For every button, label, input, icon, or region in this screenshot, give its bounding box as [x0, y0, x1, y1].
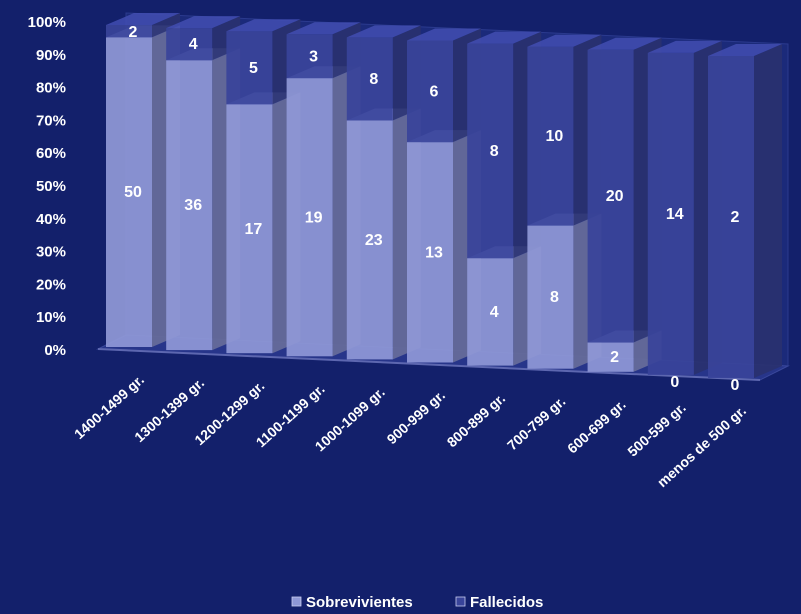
bar-fallecidos-top — [226, 19, 301, 32]
bar-fallecidos-front — [708, 56, 754, 378]
y-tick-label: 20% — [36, 276, 66, 293]
legend-item: Fallecidos — [455, 594, 543, 611]
data-label-fallecidos: 6 — [430, 83, 439, 100]
legend-swatch — [291, 596, 302, 607]
y-tick-label: 100% — [28, 14, 66, 31]
data-label-fallecidos: 5 — [249, 60, 258, 77]
bar-fallecidos-top — [106, 13, 180, 25]
bar-fallecidos-top — [527, 34, 602, 47]
bar-fallecidos-front — [407, 40, 453, 143]
data-label-fallecidos: 14 — [666, 206, 684, 223]
y-tick-label: 50% — [36, 178, 66, 195]
bar-sobrevivientes-front — [166, 60, 213, 351]
x-tick-label: 700-799 gr. — [504, 393, 569, 453]
bar-sobrevivientes-front — [286, 78, 333, 357]
data-label-sobrevivientes: 23 — [365, 232, 383, 249]
data-label-fallecidos: 8 — [490, 143, 499, 160]
data-label-sobrevivientes: 0 — [731, 377, 740, 394]
bar-fallecidos-front — [587, 49, 634, 343]
bar-fallecidos-top — [708, 44, 782, 56]
data-label-sobrevivientes: 50 — [124, 184, 142, 201]
y-tick-label: 80% — [36, 80, 66, 97]
bar-fallecidos-top — [286, 22, 361, 35]
bar-fallecidos — [106, 13, 180, 38]
bar-sobrevivientes-front — [106, 37, 152, 348]
bar-fallecidos — [166, 16, 241, 61]
data-label-sobrevivientes: 36 — [184, 197, 202, 214]
bar-fallecidos-top — [647, 40, 722, 53]
data-label-fallecidos: 10 — [546, 128, 564, 145]
legend-label: Sobrevivientes — [306, 594, 413, 611]
data-label-sobrevivientes: 13 — [425, 244, 443, 261]
data-label-sobrevivientes: 19 — [305, 209, 323, 226]
bar-sobrevivientes-front — [346, 120, 393, 360]
bar-fallecidos-front — [647, 52, 694, 375]
bar-fallecidos-front — [467, 43, 514, 259]
data-label-fallecidos: 2 — [731, 209, 740, 226]
bar-fallecidos-top — [166, 16, 241, 29]
bar-sobrevivientes-front — [407, 142, 453, 363]
y-tick-label: 10% — [36, 309, 66, 326]
legend-label: Fallecidos — [470, 594, 543, 611]
data-label-sobrevivientes: 17 — [245, 221, 263, 238]
x-tick-label: 600-699 gr. — [564, 396, 629, 456]
x-axis-tick-labels: 1400-1499 gr.1300-1399 gr.1200-1299 gr.1… — [71, 371, 749, 490]
y-axis-tick-labels: 0% 10% 20% 30% 40% 50% 60% 70% 80% 90% 100% — [28, 14, 66, 359]
bar-fallecidos-front — [106, 25, 152, 38]
bar-fallecidos-top — [587, 37, 662, 50]
legend-swatch — [455, 596, 466, 607]
y-tick-label: 40% — [36, 211, 66, 228]
bar-fallecidos-front — [226, 31, 273, 105]
legend-item: Sobrevivientes — [291, 594, 413, 611]
y-tick-label: 0% — [44, 342, 66, 359]
bar-sobrevivientes-front — [226, 104, 273, 354]
x-tick-label: 500-599 gr. — [624, 399, 689, 459]
bar-fallecidos — [527, 34, 602, 226]
bar-fallecidos-front — [286, 34, 333, 79]
bars — [106, 13, 782, 378]
y-tick-label: 60% — [36, 145, 66, 162]
bar-fallecidos-side — [754, 44, 782, 378]
data-label-sobrevivientes: 2 — [610, 349, 619, 366]
data-label-sobrevivientes: 0 — [670, 374, 679, 391]
legend: Sobrevivientes Fallecidos — [291, 594, 543, 611]
data-label-fallecidos: 3 — [309, 48, 318, 65]
y-tick-label: 90% — [36, 47, 66, 64]
x-tick-label: 900-999 gr. — [384, 387, 449, 447]
y-tick-label: 30% — [36, 244, 66, 261]
bar-fallecidos-top — [467, 31, 542, 44]
bar-sobrevivientes-front — [527, 225, 574, 369]
data-label-fallecidos: 8 — [369, 71, 378, 88]
bar-fallecidos-front — [166, 28, 213, 61]
y-tick-label: 70% — [36, 112, 66, 129]
data-label-fallecidos: 4 — [189, 36, 198, 53]
x-tick-label: 800-899 gr. — [444, 390, 509, 450]
data-label-sobrevivientes: 4 — [490, 304, 499, 321]
data-label-fallecidos: 20 — [606, 188, 624, 205]
bar-fallecidos-front — [527, 46, 574, 226]
data-labels: 50 2 36 4 17 5 19 3 23 8 13 6 4 8 8 10 2 20 0 14 0 2 — [124, 24, 739, 394]
bar-fallecidos-front — [346, 37, 393, 121]
bar-fallecidos-side — [152, 13, 180, 38]
bar-fallecidos-top — [346, 25, 421, 38]
bar-fallecidos-top — [407, 28, 481, 41]
bar-sobrevivientes-front — [587, 342, 634, 372]
bar-fallecidos — [708, 44, 782, 378]
bar-sobrevivientes-front — [467, 258, 514, 366]
data-label-sobrevivientes: 8 — [550, 289, 559, 306]
data-label-fallecidos: 2 — [129, 24, 138, 41]
